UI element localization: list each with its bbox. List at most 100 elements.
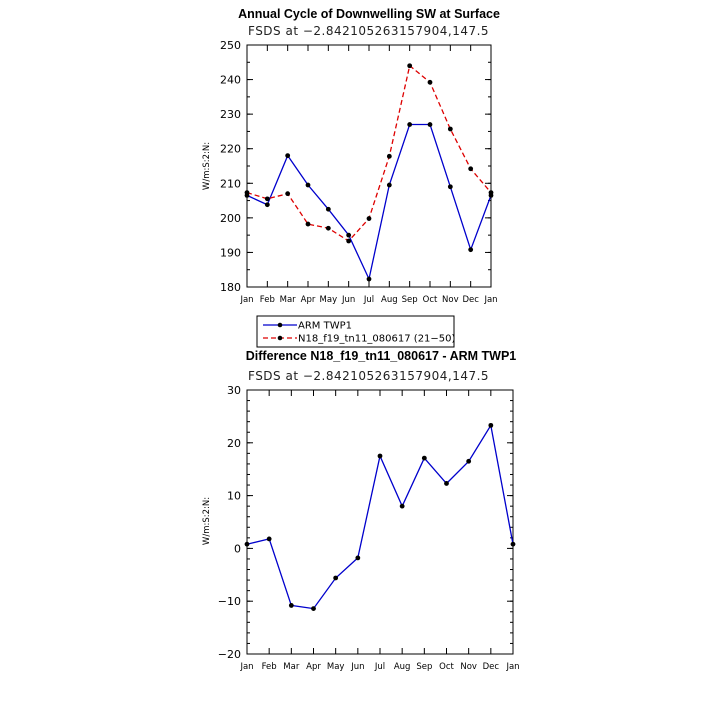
x-tick-label: Jan: [239, 295, 253, 305]
series-0-point-9: [427, 122, 433, 127]
chart1-series: [244, 63, 494, 282]
series-0-point-1: [264, 202, 270, 208]
series-1-point-9: [427, 79, 433, 85]
legend-marker-arm: [277, 322, 283, 328]
series-1-point-3: [305, 221, 311, 227]
series-0-point-11: [488, 422, 494, 428]
series-0-point-8: [421, 455, 427, 461]
x-tick-label: Mar: [280, 295, 297, 305]
y-tick-label: 220: [220, 143, 241, 156]
x-tick-label: Sep: [402, 295, 418, 305]
x-tick-label: Mar: [283, 662, 300, 672]
y-tick-label: 10: [227, 490, 241, 503]
chart2-axes: −20 −10 0 10 20 30 Jan Feb Mar Apr May Jun Jul Aug Sep…: [218, 384, 520, 672]
y-tick-label: 210: [220, 177, 241, 190]
series-0-point-4: [333, 575, 339, 581]
series-1-point-5: [346, 238, 352, 244]
series-0-point-10: [466, 458, 472, 464]
series-0-point-5: [346, 232, 352, 238]
x-tick-label: Jun: [341, 295, 355, 305]
series-0-point-12: [510, 541, 516, 547]
chart1-subtitle: FSDS at −2.842105263157904,147.5: [248, 24, 489, 38]
x-tick-label: Feb: [260, 295, 275, 305]
x-tick-label: Apr: [306, 662, 321, 672]
series-0-point-8: [407, 122, 413, 127]
x-tick-label: Dec: [462, 295, 479, 305]
x-tick-label: Oct: [423, 295, 438, 305]
y-tick-label: 240: [220, 74, 241, 87]
chart-annual-cycle: Annual Cycle of Downwelling SW at Surfac…: [202, 7, 500, 348]
chart-difference: Difference N18_f19_tn11_080617 - ARM TWP…: [202, 349, 520, 672]
series-0-point-7: [386, 182, 392, 188]
x-tick-label: Feb: [262, 662, 277, 672]
x-tick-label: Jun: [350, 662, 364, 672]
legend-label-model: N18_f19_tn11_080617 (21−50): [298, 334, 456, 345]
series-0-point-11: [468, 247, 474, 253]
x-tick-label: Aug: [381, 295, 398, 305]
series-0-point-0: [244, 541, 250, 547]
series-0-point-6: [366, 276, 372, 282]
series-line-0: [246, 423, 514, 610]
chart2-title: Difference N18_f19_tn11_080617 - ARM TWP…: [246, 349, 517, 363]
series-1-point-2: [285, 191, 291, 197]
chart2-subtitle: FSDS at −2.842105263157904,147.5: [248, 369, 489, 383]
y-tick-label: −10: [218, 595, 241, 608]
x-tick-label: Nov: [460, 662, 477, 672]
series-0-point-9: [444, 481, 449, 486]
x-tick-label: Jul: [363, 295, 374, 305]
x-tick-label: May: [320, 295, 338, 305]
y-tick-label: 200: [220, 212, 241, 225]
series-1-point-7: [386, 153, 392, 159]
series-1-point-6: [366, 216, 372, 221]
series-0-point-3: [311, 606, 316, 611]
x-tick-label: Jul: [374, 662, 385, 672]
series-1-point-1: [264, 196, 270, 202]
series-0-point-1: [266, 536, 272, 542]
series-0-point-2: [288, 603, 294, 608]
chart2-series: [244, 422, 516, 611]
chart1-title: Annual Cycle of Downwelling SW at Surfac…: [238, 7, 500, 21]
x-tick-label: Oct: [439, 662, 454, 672]
series-1-point-11: [468, 166, 474, 172]
series-1-point-12: [488, 190, 494, 196]
x-tick-label: Aug: [394, 662, 411, 672]
x-tick-label: Apr: [301, 295, 316, 305]
x-tick-label: May: [327, 662, 345, 672]
series-0-point-7: [399, 503, 405, 509]
series-0-point-5: [355, 555, 361, 561]
series-line-0: [246, 123, 492, 282]
series-0-point-6: [377, 453, 383, 459]
series-1-point-0: [244, 190, 250, 196]
x-tick-label: Nov: [442, 295, 459, 305]
x-tick-label: Jan: [483, 295, 497, 305]
y-tick-label: 30: [227, 384, 241, 397]
x-tick-label: Jan: [239, 662, 253, 672]
legend-marker-model: [277, 335, 283, 341]
x-tick-label: Dec: [483, 662, 500, 672]
y-tick-label: 250: [220, 39, 241, 52]
x-tick-label: Jan: [505, 662, 519, 672]
y-tick-label: 0: [234, 542, 241, 555]
chart1-ylabel: W/m:S:2:N:: [202, 142, 212, 190]
series-0-point-4: [325, 206, 331, 212]
y-tick-label: 190: [220, 246, 241, 259]
y-tick-label: 230: [220, 108, 241, 121]
series-1-point-10: [447, 126, 453, 132]
series-0-point-3: [305, 182, 311, 188]
chart2-plot-frame: [246, 389, 514, 655]
y-tick-label: 180: [220, 281, 241, 294]
legend-box: [256, 315, 455, 348]
series-0-point-10: [447, 184, 453, 190]
series-1-point-8: [407, 63, 413, 69]
series-1-point-4: [325, 225, 331, 231]
series-0-point-2: [285, 153, 291, 159]
chart2-ylabel: W/m:S:2:N:: [202, 497, 212, 545]
y-tick-label: −20: [218, 648, 241, 661]
y-tick-label: 20: [227, 437, 241, 450]
x-tick-label: Sep: [416, 662, 432, 672]
series-line-1: [246, 64, 492, 242]
legend-label-arm: ARM TWP1: [298, 321, 352, 332]
chart1-legend: ARM TWP1 N18_f19_tn11_080617 (21−50): [256, 315, 456, 348]
